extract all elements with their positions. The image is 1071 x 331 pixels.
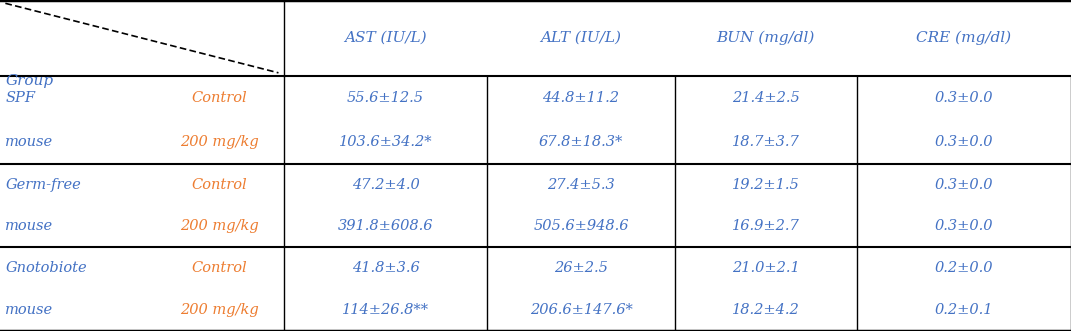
Text: Control: Control (192, 177, 247, 192)
Text: 0.3±0.0: 0.3±0.0 (935, 91, 993, 105)
Text: 200 mg/kg: 200 mg/kg (180, 135, 259, 149)
Text: 44.8±11.2: 44.8±11.2 (543, 91, 619, 105)
Text: 0.3±0.0: 0.3±0.0 (935, 177, 993, 192)
Text: CRE (mg/dl): CRE (mg/dl) (917, 31, 1011, 45)
Text: 55.6±12.5: 55.6±12.5 (347, 91, 424, 105)
Text: 114±26.8**: 114±26.8** (342, 303, 429, 317)
Text: 67.8±18.3*: 67.8±18.3* (539, 135, 623, 149)
Text: mouse: mouse (5, 135, 54, 149)
Text: 200 mg/kg: 200 mg/kg (180, 219, 259, 233)
Text: 0.2±0.0: 0.2±0.0 (935, 261, 993, 275)
Text: 391.8±608.6: 391.8±608.6 (337, 219, 434, 233)
Text: 103.6±34.2*: 103.6±34.2* (338, 135, 433, 149)
Text: mouse: mouse (5, 303, 54, 317)
Text: 0.2±0.1: 0.2±0.1 (935, 303, 993, 317)
Text: Control: Control (192, 261, 247, 275)
Text: 26±2.5: 26±2.5 (554, 261, 608, 275)
Text: Gnotobiote: Gnotobiote (5, 261, 87, 275)
Text: 47.2±4.0: 47.2±4.0 (351, 177, 420, 192)
Text: 21.0±2.1: 21.0±2.1 (731, 261, 800, 275)
Text: SPF: SPF (5, 91, 35, 105)
Text: ALT (IU/L): ALT (IU/L) (541, 31, 621, 45)
Text: 19.2±1.5: 19.2±1.5 (731, 177, 800, 192)
Text: 200 mg/kg: 200 mg/kg (180, 303, 259, 317)
Text: 18.7±3.7: 18.7±3.7 (731, 135, 800, 149)
Text: 27.4±5.3: 27.4±5.3 (547, 177, 615, 192)
Text: 505.6±948.6: 505.6±948.6 (533, 219, 629, 233)
Text: 21.4±2.5: 21.4±2.5 (731, 91, 800, 105)
Text: Group: Group (5, 74, 54, 88)
Text: Control: Control (192, 91, 247, 105)
Text: Germ-free: Germ-free (5, 177, 81, 192)
Text: mouse: mouse (5, 219, 54, 233)
Text: Item: Item (125, 0, 161, 2)
Text: 41.8±3.6: 41.8±3.6 (351, 261, 420, 275)
Text: AST (IU/L): AST (IU/L) (344, 31, 427, 45)
Text: 0.3±0.0: 0.3±0.0 (935, 135, 993, 149)
Text: 16.9±2.7: 16.9±2.7 (731, 219, 800, 233)
Text: 0.3±0.0: 0.3±0.0 (935, 219, 993, 233)
Text: BUN (mg/dl): BUN (mg/dl) (716, 31, 815, 45)
Text: 18.2±4.2: 18.2±4.2 (731, 303, 800, 317)
Text: 206.6±147.6*: 206.6±147.6* (529, 303, 633, 317)
